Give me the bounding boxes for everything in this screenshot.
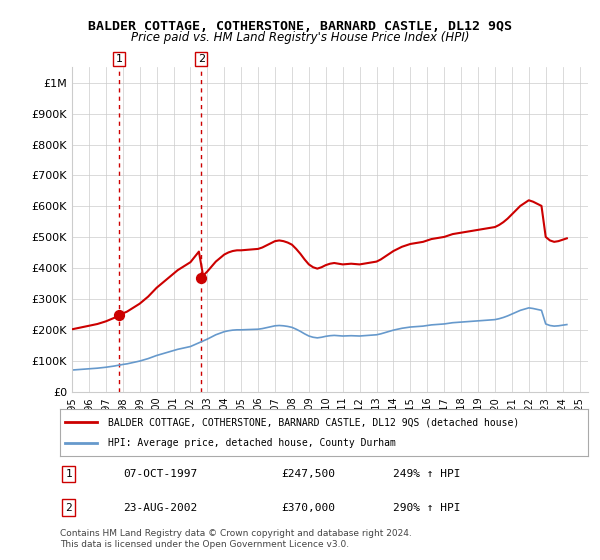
Text: 2: 2 xyxy=(65,502,72,512)
Text: 07-OCT-1997: 07-OCT-1997 xyxy=(124,469,197,479)
Text: £370,000: £370,000 xyxy=(282,502,336,512)
Text: 23-AUG-2002: 23-AUG-2002 xyxy=(124,502,197,512)
Text: HPI: Average price, detached house, County Durham: HPI: Average price, detached house, Coun… xyxy=(107,438,395,448)
Text: 290% ↑ HPI: 290% ↑ HPI xyxy=(392,502,460,512)
Text: BALDER COTTAGE, COTHERSTONE, BARNARD CASTLE, DL12 9QS (detached house): BALDER COTTAGE, COTHERSTONE, BARNARD CAS… xyxy=(107,417,519,427)
Point xyxy=(196,273,206,282)
Text: Contains HM Land Registry data © Crown copyright and database right 2024.
This d: Contains HM Land Registry data © Crown c… xyxy=(60,529,412,549)
Text: BALDER COTTAGE, COTHERSTONE, BARNARD CASTLE, DL12 9QS: BALDER COTTAGE, COTHERSTONE, BARNARD CAS… xyxy=(88,20,512,32)
Point xyxy=(114,311,124,320)
Text: 2: 2 xyxy=(197,54,205,64)
Text: 1: 1 xyxy=(65,469,72,479)
Text: £247,500: £247,500 xyxy=(282,469,336,479)
Text: 1: 1 xyxy=(115,54,122,64)
Text: Price paid vs. HM Land Registry's House Price Index (HPI): Price paid vs. HM Land Registry's House … xyxy=(131,31,469,44)
Text: 249% ↑ HPI: 249% ↑ HPI xyxy=(392,469,460,479)
